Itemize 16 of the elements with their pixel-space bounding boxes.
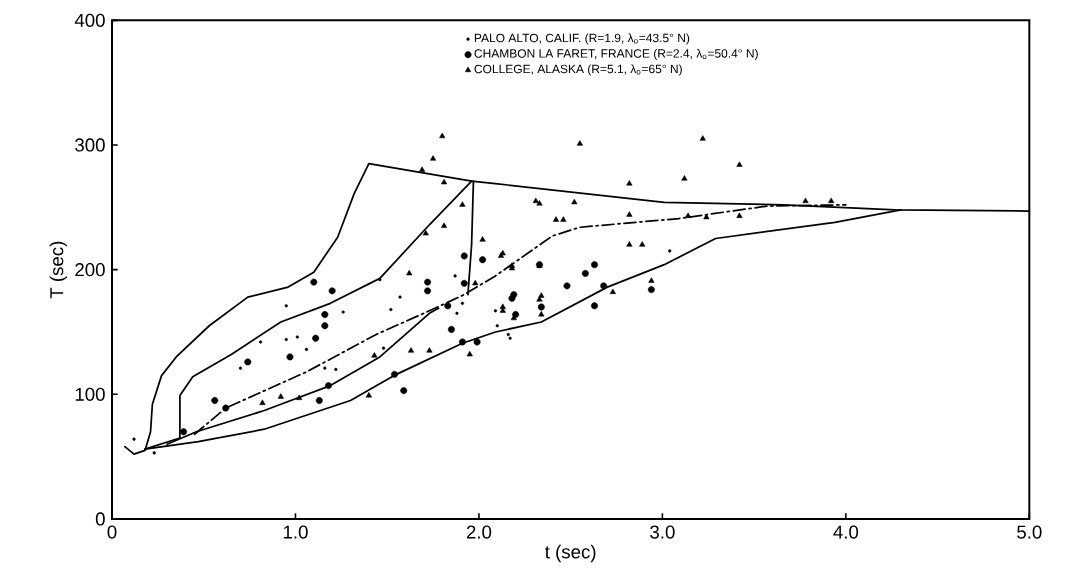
x-axis-title: t (sec) (545, 544, 596, 563)
legend-label: PALO ALTO, CALIF. (R=1.9, λ$_{o}$=43.5° N) (474, 33, 690, 45)
y-tick-label: 200 (75, 263, 105, 277)
x-tick-label: 2.0 (466, 525, 492, 539)
y-tick-label: 400 (74, 13, 105, 27)
x-tick-label: 1.0 (283, 525, 308, 539)
x-tick-label: 4.0 (833, 525, 859, 539)
y-tick-label: 300 (75, 138, 105, 152)
x-tick-label: 0 (107, 525, 117, 539)
y-tick-label: 100 (75, 387, 105, 401)
y-tick-label: 0 (95, 512, 105, 526)
x-tick-label: 3.0 (650, 525, 675, 539)
x-tick-label: 5.0 (1017, 525, 1042, 539)
y-axis-title: T (sec) (49, 241, 67, 299)
legend-label: CHAMBON LA FARET, FRANCE (R=2.4, λ$_{o}$=50.4° N) (474, 48, 758, 61)
legend-label: COLLEGE, ALASKA (R=5.1, λ$_{o}$=65° N) (474, 64, 682, 76)
